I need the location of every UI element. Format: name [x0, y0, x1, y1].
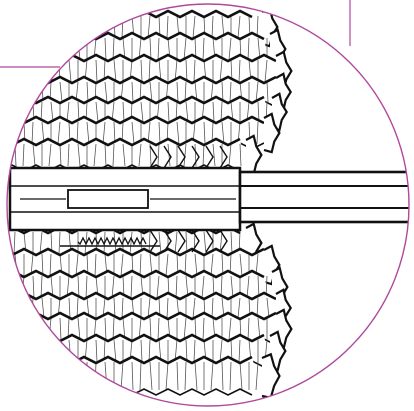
shaft: [8, 166, 409, 232]
fold-mark: [177, 145, 186, 169]
body-rib: [7, 352, 281, 399]
fold-mark: [149, 145, 158, 169]
fold-mark: [149, 229, 158, 253]
spring: [60, 236, 160, 247]
fold-mark: [205, 145, 214, 169]
fold-mark: [191, 229, 200, 253]
spring-coil: [77, 236, 147, 246]
circle-outline: [6, 3, 410, 407]
fold-mark: [205, 229, 214, 253]
corner-frame: [0, 0, 351, 68]
fold-mark: [219, 229, 228, 253]
fold-mark: [163, 145, 172, 169]
fold-mark: [177, 229, 186, 253]
fold-mark: [219, 145, 228, 169]
fold-mark: [191, 145, 200, 169]
fold-mark: [163, 229, 172, 253]
